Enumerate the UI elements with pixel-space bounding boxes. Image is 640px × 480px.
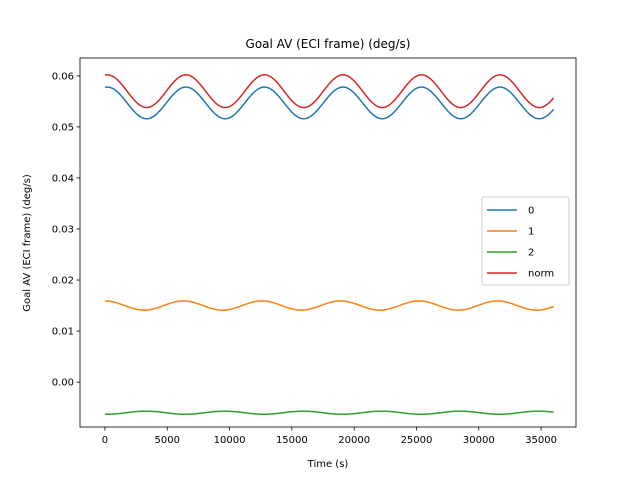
y-tick-label: 0.05: [52, 122, 74, 133]
chart-title: Goal AV (ECI frame) (deg/s): [246, 37, 411, 51]
x-tick-label: 5000: [155, 435, 180, 446]
x-axis: 0 5000 10000 15000 20000 25000 30000 35000: [102, 427, 557, 446]
legend-label-norm: norm: [528, 269, 554, 280]
legend-label-2: 2: [528, 248, 534, 259]
plot-border: [79, 57, 577, 428]
legend-label-0: 0: [528, 206, 534, 217]
x-tick-label: 15000: [276, 435, 308, 446]
series-line-0: [104, 86, 555, 120]
y-axis-label: Goal AV (ECI frame) (deg/s): [22, 174, 33, 312]
series-line-norm: [104, 74, 555, 109]
x-tick-label: 0: [102, 435, 108, 446]
x-tick-label: 30000: [463, 435, 495, 446]
x-tick-label: 10000: [214, 435, 246, 446]
x-tick-label: 35000: [525, 435, 557, 446]
legend: 0 1 2 norm: [481, 196, 570, 286]
series-line-1: [104, 300, 554, 311]
y-tick-label: 0.01: [52, 327, 74, 338]
y-tick-label: 0.04: [52, 173, 74, 184]
x-axis-label: Time (s): [307, 459, 349, 470]
y-tick-label: 0.02: [52, 276, 74, 287]
x-tick-label: 20000: [338, 435, 370, 446]
x-tick-label: 25000: [401, 435, 433, 446]
y-tick-label: 0.00: [52, 378, 74, 389]
y-tick-label: 0.06: [52, 71, 74, 82]
legend-frame: [481, 196, 570, 286]
y-axis: 0.00 0.01 0.02 0.03 0.04 0.05 0.06: [52, 71, 80, 389]
series-line-2: [104, 410, 554, 415]
y-tick-label: 0.03: [52, 224, 74, 235]
legend-label-1: 1: [528, 227, 534, 238]
series-group: [104, 74, 555, 415]
